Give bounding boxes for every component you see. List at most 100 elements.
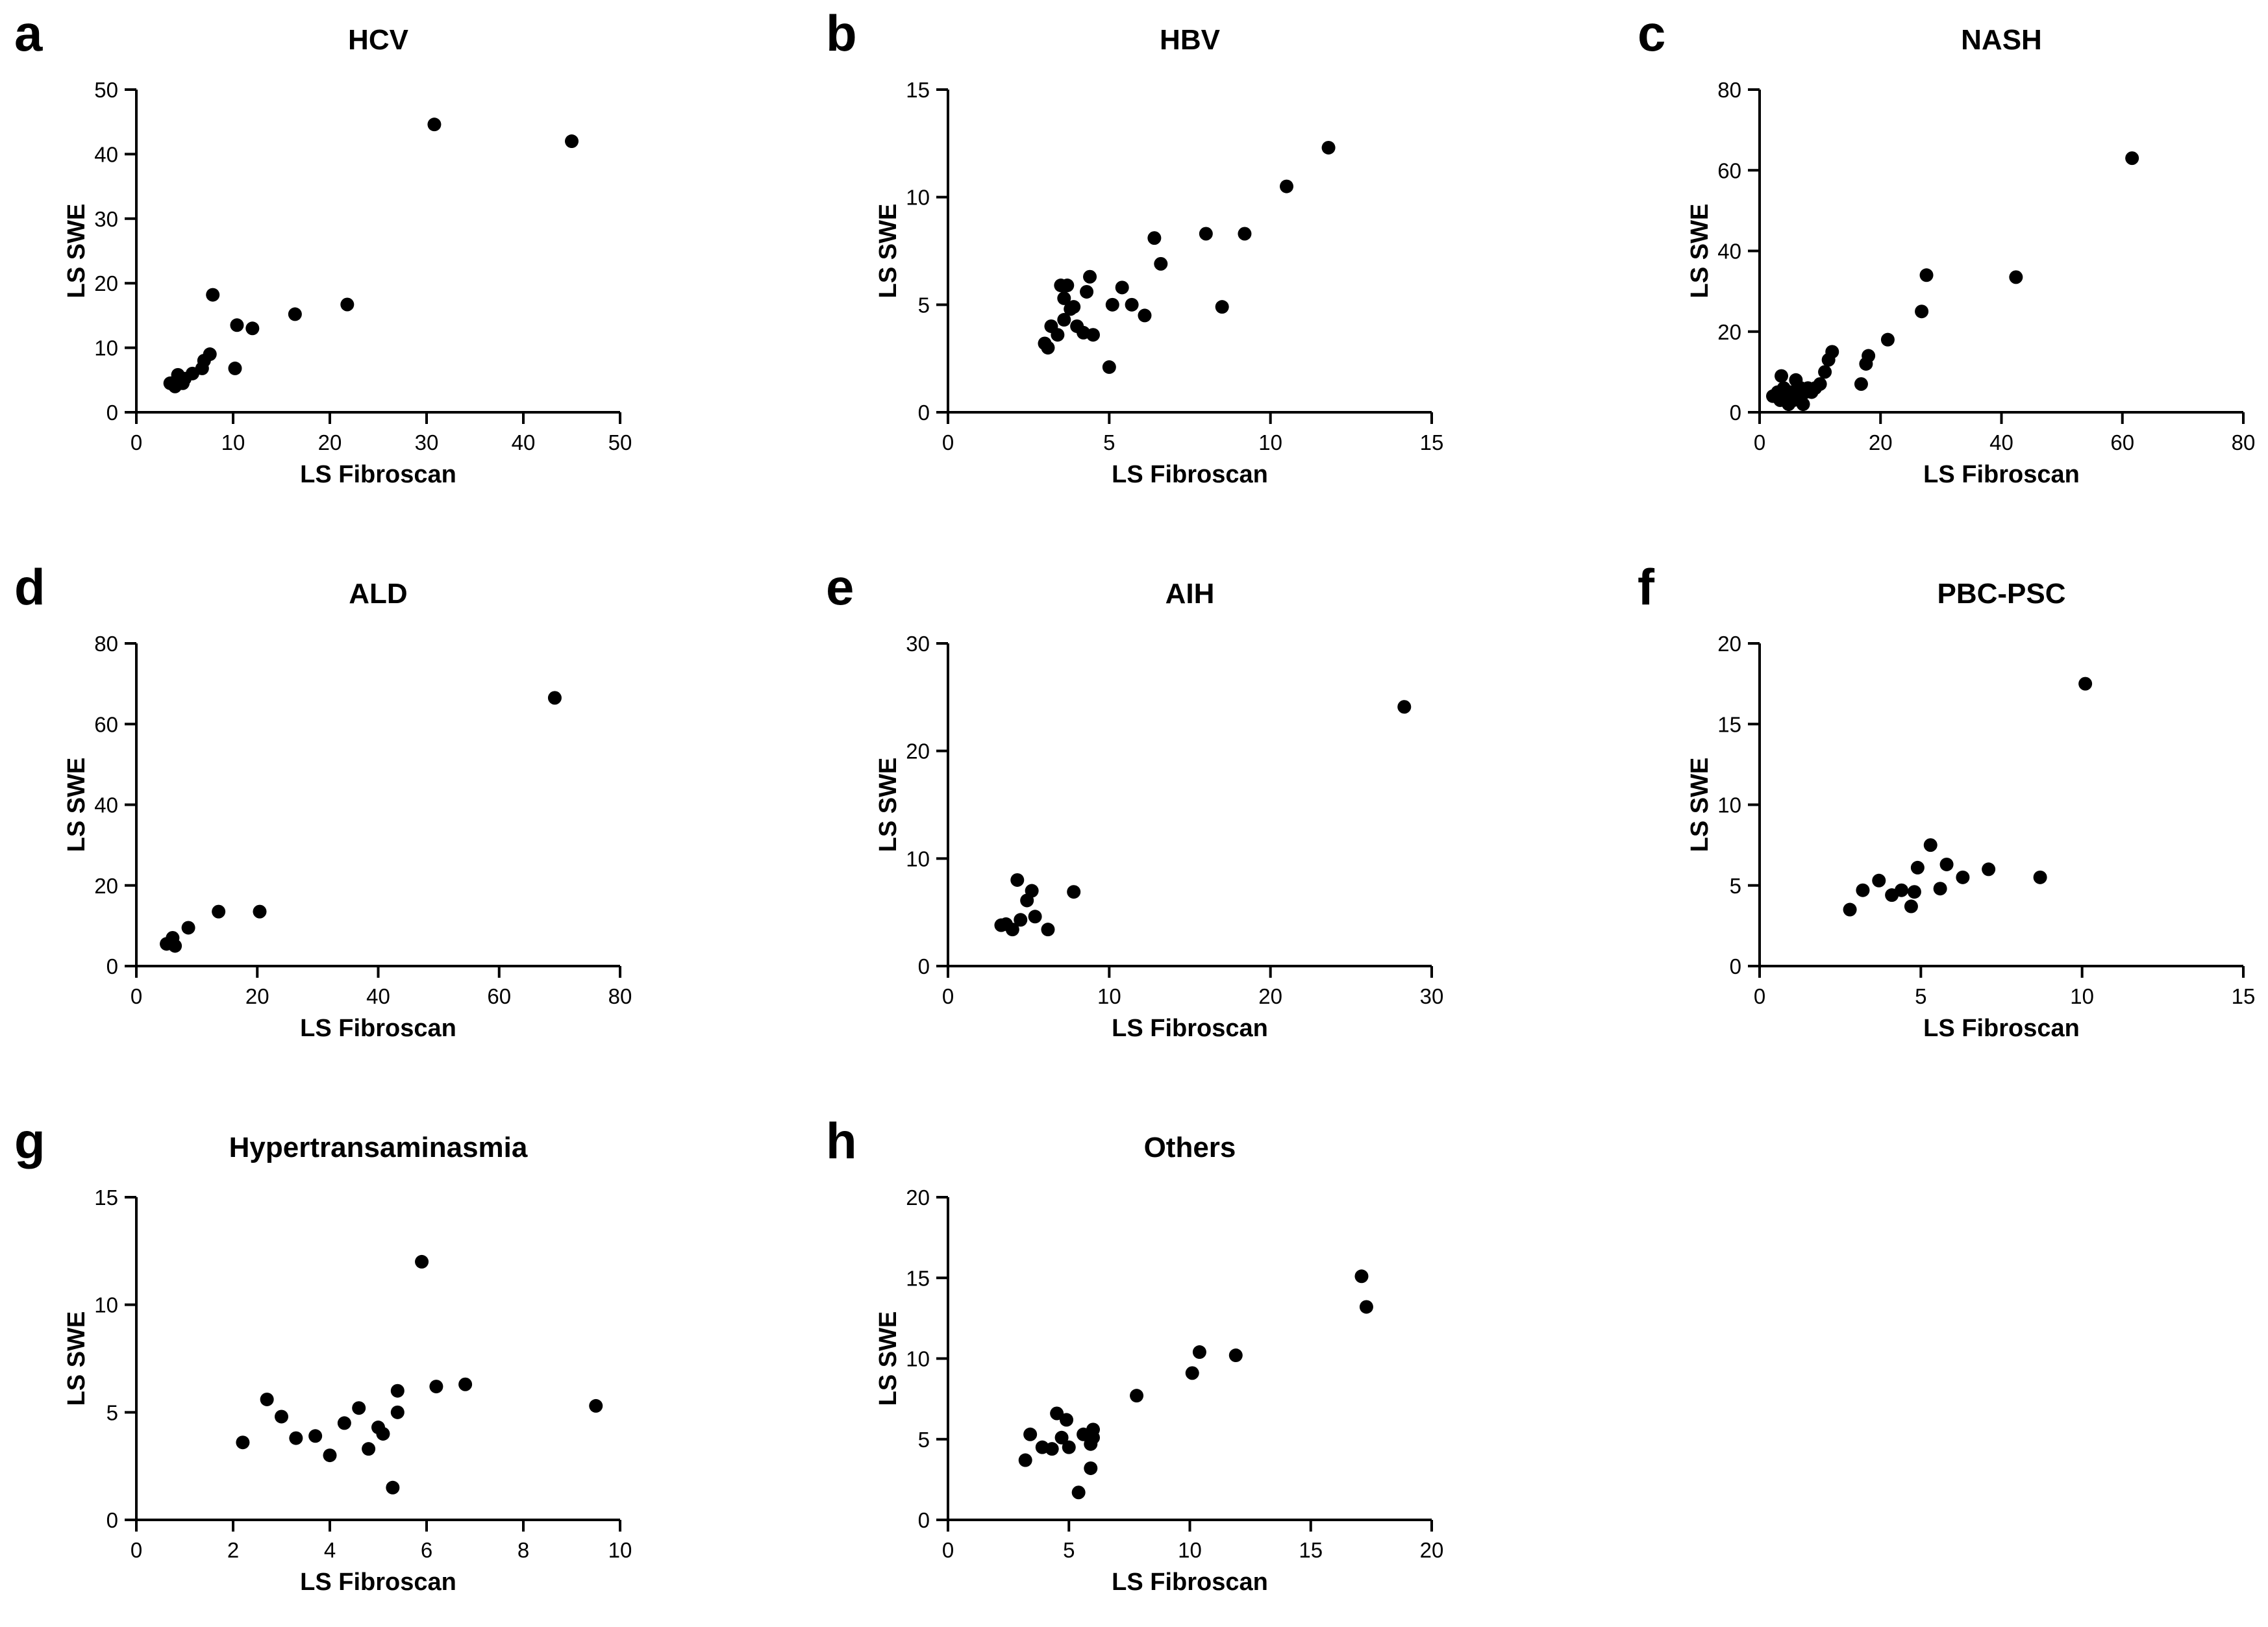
x-tick-label: 20 bbox=[318, 430, 342, 454]
y-axis-label: LS SWE bbox=[875, 758, 902, 852]
y-tick-label: 20 bbox=[94, 271, 118, 295]
data-point bbox=[1354, 1269, 1369, 1284]
x-tick-label: 20 bbox=[245, 984, 269, 1008]
y-tick-label: 10 bbox=[906, 186, 930, 210]
data-point bbox=[1192, 1345, 1206, 1360]
data-point bbox=[1041, 923, 1055, 937]
data-point bbox=[1919, 268, 1934, 282]
y-axis-label: LS SWE bbox=[1686, 758, 1713, 852]
chart-h-svg: h Others 0 5 10 15 20 0 5 10 15 20 LS Fibroscan LS SW… bbox=[826, 1112, 1443, 1596]
chart-title: AIH bbox=[1165, 578, 1215, 610]
data-point bbox=[1238, 227, 1252, 241]
y-axis-label: LS SWE bbox=[63, 204, 90, 299]
y-tick-label: 20 bbox=[906, 739, 930, 764]
data-point bbox=[1775, 369, 1789, 383]
y-tick-label: 80 bbox=[94, 632, 118, 656]
x-axis-label: LS Fibroscan bbox=[1923, 1015, 2080, 1042]
data-point bbox=[589, 1398, 603, 1413]
x-axis-label: LS Fibroscan bbox=[1923, 461, 2080, 488]
data-point bbox=[1856, 883, 1870, 897]
data-point bbox=[386, 1480, 400, 1495]
data-point bbox=[1018, 1453, 1032, 1467]
x-tick-label: 40 bbox=[512, 430, 536, 454]
x-tick-label: 0 bbox=[131, 430, 142, 454]
data-point bbox=[1125, 297, 1139, 312]
data-point bbox=[1872, 873, 1886, 888]
y-tick-label: 10 bbox=[906, 1347, 930, 1371]
y-axis-label: LS SWE bbox=[63, 758, 90, 852]
data-point bbox=[288, 307, 302, 321]
data-point bbox=[1397, 700, 1412, 714]
data-point bbox=[1813, 377, 1827, 391]
x-tick-label: 10 bbox=[608, 1538, 632, 1562]
data-point bbox=[1907, 885, 1921, 899]
data-point bbox=[1199, 227, 1213, 241]
data-point bbox=[1050, 1406, 1064, 1421]
y-tick-label: 60 bbox=[94, 712, 118, 736]
data-point bbox=[565, 134, 579, 149]
y-tick-label: 5 bbox=[918, 1428, 930, 1452]
y-tick-label: 0 bbox=[106, 954, 118, 978]
chart-title: ALD bbox=[349, 578, 407, 610]
x-tick-label: 15 bbox=[2232, 984, 2256, 1008]
data-point bbox=[2033, 870, 2047, 884]
data-point bbox=[1359, 1300, 1373, 1314]
x-tick-label: 0 bbox=[1754, 984, 1765, 1008]
data-point bbox=[1083, 269, 1097, 284]
data-point bbox=[415, 1254, 429, 1269]
y-axis-label: LS SWE bbox=[1686, 204, 1713, 299]
x-axis-label: LS Fibroscan bbox=[300, 1569, 456, 1596]
data-point bbox=[1154, 256, 1168, 271]
data-point bbox=[212, 904, 226, 919]
chart-d-svg: d ALD 0 20 40 60 80 0 20 40 60 80 LS Fibroscan LS SWE bbox=[14, 558, 632, 1042]
data-point bbox=[181, 921, 195, 935]
x-tick-label: 80 bbox=[608, 984, 632, 1008]
x-tick-label: 15 bbox=[1420, 430, 1444, 454]
y-tick-label: 10 bbox=[906, 847, 930, 871]
data-point bbox=[1147, 231, 1162, 245]
data-point bbox=[1933, 882, 1947, 896]
data-point bbox=[1910, 860, 1925, 875]
panel-d: d ALD 0 20 40 60 80 0 20 40 60 80 LS Fibroscan LS SWE bbox=[0, 554, 740, 1073]
data-point bbox=[1982, 862, 1996, 876]
data-point bbox=[260, 1392, 274, 1406]
data-point bbox=[1215, 300, 1229, 314]
x-tick-label: 40 bbox=[366, 984, 390, 1008]
data-point bbox=[308, 1429, 323, 1443]
data-point bbox=[275, 1410, 288, 1424]
y-tick-label: 20 bbox=[1717, 320, 1741, 344]
data-point bbox=[1025, 884, 1039, 898]
x-axis-label: LS Fibroscan bbox=[1112, 461, 1268, 488]
data-point bbox=[1862, 349, 1876, 363]
data-point bbox=[1843, 902, 1857, 917]
y-tick-label: 30 bbox=[906, 632, 930, 656]
data-point bbox=[230, 318, 244, 332]
panel-f: f PBC-PSC 0 5 10 15 0 5 10 15 20 LS Fibroscan LS SWE bbox=[1623, 554, 2268, 1073]
data-point bbox=[390, 1384, 405, 1398]
panel-letter: c bbox=[1638, 5, 1665, 62]
y-tick-label: 40 bbox=[1717, 240, 1741, 264]
data-point bbox=[1321, 140, 1336, 155]
data-point bbox=[1067, 300, 1081, 314]
data-point bbox=[390, 1405, 405, 1419]
x-tick-label: 20 bbox=[1869, 430, 1893, 454]
panel-letter: e bbox=[826, 558, 854, 615]
y-tick-label: 80 bbox=[1717, 78, 1741, 102]
data-point bbox=[253, 904, 267, 919]
x-axis-label: LS Fibroscan bbox=[1112, 1569, 1268, 1596]
data-point bbox=[289, 1431, 303, 1445]
y-tick-label: 0 bbox=[1730, 954, 1741, 978]
data-point bbox=[1071, 1485, 1086, 1500]
data-point bbox=[376, 1426, 390, 1441]
data-point bbox=[362, 1442, 376, 1456]
x-tick-label: 0 bbox=[942, 430, 954, 454]
panel-letter: a bbox=[14, 5, 43, 62]
data-point bbox=[1185, 1366, 1199, 1380]
data-point bbox=[1023, 1427, 1038, 1441]
x-tick-label: 5 bbox=[1103, 430, 1115, 454]
chart-e-svg: e AIH 0 10 20 30 0 10 20 30 LS Fibroscan LS SWE bbox=[826, 558, 1443, 1042]
data-point bbox=[1067, 885, 1081, 899]
y-tick-label: 5 bbox=[106, 1400, 118, 1424]
data-point bbox=[458, 1377, 473, 1391]
x-tick-label: 60 bbox=[487, 984, 511, 1008]
